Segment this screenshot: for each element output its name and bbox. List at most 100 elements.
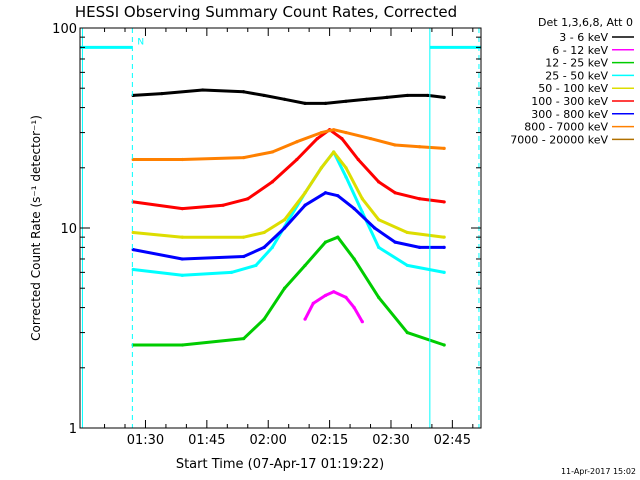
data-point xyxy=(344,130,348,135)
data-point xyxy=(242,235,246,239)
data-point xyxy=(332,290,336,294)
timestamp: 11-Apr-2017 15:02 xyxy=(561,467,636,476)
data-point xyxy=(332,128,336,132)
data-point xyxy=(393,143,397,147)
legend-label: 50 - 100 keV xyxy=(538,82,608,95)
data-point xyxy=(303,203,307,207)
data-point xyxy=(160,91,164,96)
data-point xyxy=(180,157,184,162)
series-line-100-300-kev xyxy=(132,128,445,211)
data-point xyxy=(270,245,274,249)
data-point xyxy=(373,226,377,230)
data-point xyxy=(405,330,409,335)
data-point xyxy=(385,95,389,99)
data-point xyxy=(262,317,266,321)
data-point xyxy=(377,180,381,184)
data-point xyxy=(442,343,446,347)
x-axis-label: Start Time (07-Apr-17 01:19:22) xyxy=(176,457,384,472)
y-axis-label: Corrected Count Rate (s⁻¹ detector⁻¹) xyxy=(29,115,43,341)
data-point xyxy=(221,203,225,207)
x-tick-label: 02:15 xyxy=(311,433,348,448)
legend-title: Det 1,3,6,8, Att 0 xyxy=(538,16,633,29)
data-point xyxy=(344,295,348,299)
data-point xyxy=(270,180,274,184)
legend-label: 100 - 300 keV xyxy=(531,95,608,108)
data-point xyxy=(352,257,356,261)
data-point xyxy=(393,191,397,195)
legend-label: 300 - 800 keV xyxy=(531,108,608,121)
data-point xyxy=(377,245,381,249)
x-tick-label: 02:45 xyxy=(434,433,471,448)
data-point xyxy=(418,145,422,149)
data-point xyxy=(352,305,356,310)
axes-layer: 01:30 01:45 02:00 02:15 02:30 02:45 1 10 100 xyxy=(52,22,481,448)
data-point xyxy=(303,191,307,195)
data-point xyxy=(352,207,356,211)
data-point xyxy=(323,101,328,105)
data-point xyxy=(254,263,258,268)
data-point xyxy=(180,343,184,347)
series-line-800-7000-kev xyxy=(133,128,445,161)
data-point xyxy=(242,90,246,94)
chart-title: HESSI Observing Summary Count Rates, Cor… xyxy=(75,3,457,21)
y-tick-label: 100 xyxy=(52,22,77,37)
data-point xyxy=(377,218,381,222)
data-point xyxy=(426,93,430,98)
data-point xyxy=(282,286,287,290)
data-point xyxy=(405,230,409,235)
data-point xyxy=(180,257,184,261)
data-point xyxy=(242,336,246,341)
data-point xyxy=(360,197,364,201)
data-point xyxy=(344,166,348,170)
x-tick-label: 02:30 xyxy=(372,433,409,448)
data-point xyxy=(344,175,348,179)
data-point xyxy=(180,273,184,277)
data-point xyxy=(131,267,135,272)
data-point xyxy=(282,226,287,230)
data-point xyxy=(319,130,324,135)
series-line-3-6-kev xyxy=(133,88,445,105)
data-point xyxy=(418,245,422,249)
data-point xyxy=(319,166,324,170)
data-point xyxy=(336,235,340,239)
attenuator-label: N xyxy=(137,37,144,47)
data-point xyxy=(442,235,446,239)
data-point xyxy=(295,140,299,144)
legend-label: 12 - 25 keV xyxy=(545,57,608,70)
data-layer xyxy=(131,88,446,347)
data-point xyxy=(336,194,340,198)
series-line-300-800-kev xyxy=(132,191,445,261)
data-point xyxy=(323,293,328,298)
data-point xyxy=(323,191,328,195)
data-point xyxy=(295,157,299,162)
data-point xyxy=(246,197,250,201)
legend-label: 6 - 12 keV xyxy=(552,44,608,57)
data-point xyxy=(180,235,184,239)
data-point xyxy=(332,150,336,154)
data-point xyxy=(262,230,266,235)
data-point xyxy=(262,245,266,249)
data-point xyxy=(242,155,246,160)
x-tick-label: 01:30 xyxy=(127,433,164,448)
legend-label: 3 - 6 keV xyxy=(559,31,608,44)
data-point xyxy=(201,88,205,92)
data-point xyxy=(340,136,344,141)
data-point xyxy=(377,295,381,299)
data-point xyxy=(442,95,446,99)
legend-label: 7000 - 20000 keV xyxy=(510,133,608,146)
legend-label: 25 - 50 keV xyxy=(545,69,608,82)
data-point xyxy=(368,136,373,141)
data-point xyxy=(282,97,287,101)
data-point xyxy=(303,101,307,105)
x-tick-label: 01:45 xyxy=(188,433,225,448)
data-point xyxy=(418,197,422,201)
data-point xyxy=(229,270,233,274)
data-point xyxy=(405,263,409,268)
data-point xyxy=(282,218,287,222)
data-point xyxy=(442,200,446,204)
data-point xyxy=(360,320,364,324)
data-point xyxy=(131,230,135,235)
data-point xyxy=(364,97,369,101)
marker-layer: N xyxy=(80,28,481,428)
